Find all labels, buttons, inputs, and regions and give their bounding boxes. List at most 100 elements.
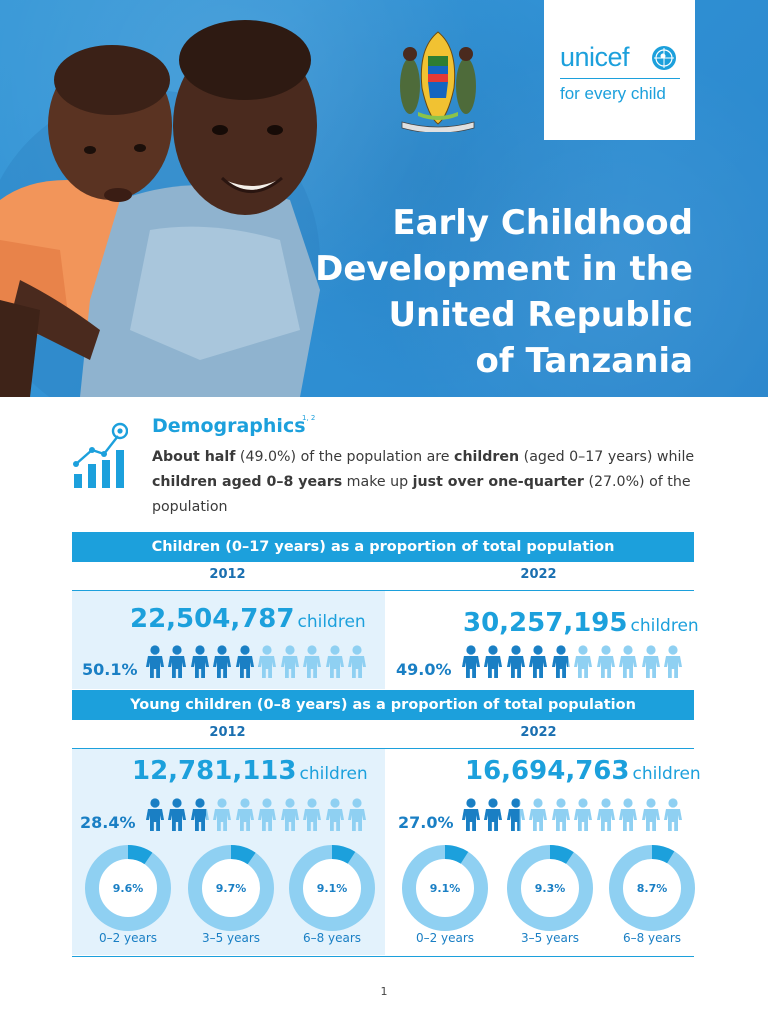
children-photo [0, 20, 320, 397]
child-figure [664, 645, 682, 678]
count-unit: children [297, 612, 366, 632]
child-figure [168, 798, 186, 831]
people-figures-2022 [462, 645, 682, 678]
donut-value: 9.3% [535, 882, 566, 895]
count-value: 16,694,763 [465, 756, 630, 786]
summary-bold: just over one-quarter [412, 474, 584, 490]
bottom-divider [72, 956, 694, 957]
donut-label: 3–5 years [201, 931, 261, 945]
divider [72, 590, 694, 591]
count-unit: children [630, 616, 699, 636]
children-count-2012: 22,504,787 children [130, 604, 366, 634]
child-figure [258, 798, 276, 831]
child-figure [642, 645, 660, 678]
child-figure [552, 798, 570, 831]
donut-segment [444, 845, 469, 864]
child-figure [213, 798, 231, 831]
donut-label: 6–8 years [302, 931, 362, 945]
child-figure [529, 798, 547, 831]
page-number: 1 [380, 985, 388, 998]
child-figure [484, 798, 502, 831]
child-figure [642, 798, 660, 831]
child-figure [191, 798, 209, 831]
child-figure [507, 645, 525, 678]
count-value: 30,257,195 [463, 608, 628, 638]
child-figure [236, 798, 254, 831]
page-title: Early Childhood Development in the Unite… [273, 200, 693, 384]
demographics-summary: About half (49.0%) of the population are… [152, 445, 712, 520]
child-figure [303, 798, 321, 831]
people-figures-2012 [146, 798, 366, 831]
percent-2012: 28.4% [80, 813, 136, 832]
demographics-heading: Demographics [152, 415, 306, 437]
child-figure [507, 798, 525, 831]
donut-segment [127, 845, 153, 865]
donut-segment [331, 845, 356, 864]
donut-segment [230, 845, 256, 865]
donut-chart-3-5-years-2022: 9.3% [507, 845, 593, 931]
child-figure [552, 645, 570, 678]
year-label: 2012 [209, 725, 246, 740]
divider [72, 748, 694, 749]
child-figure [326, 798, 344, 831]
donut-label: 0–2 years [98, 931, 158, 945]
summary-text: (27.0%) of the population [152, 474, 691, 515]
child-figure [146, 645, 164, 678]
donut-chart-3-5-years-2012: 9.7% [188, 845, 274, 931]
donut-value: 9.1% [317, 882, 348, 895]
unicef-globe-icon [652, 46, 676, 70]
child-figure [529, 645, 547, 678]
summary-text: make up [342, 474, 413, 490]
tanzania-coat-of-arms [400, 31, 476, 132]
children-count-2022: 30,257,195 children [463, 608, 699, 638]
growth-chart-icon [73, 422, 128, 488]
child-figure [462, 798, 480, 831]
child-figure [258, 645, 276, 678]
donut-value: 9.7% [216, 882, 247, 895]
year-label: 2012 [209, 567, 246, 582]
donut-value: 9.1% [430, 882, 461, 895]
percent-2022: 27.0% [398, 813, 454, 832]
logo-divider [560, 78, 680, 79]
child-figure [236, 645, 254, 678]
summary-bold: About half [152, 449, 236, 465]
child-figure [146, 798, 164, 831]
donut-label: 6–8 years [622, 931, 682, 945]
child-figure [281, 645, 299, 678]
child-figure [574, 645, 592, 678]
child-figure [191, 645, 209, 678]
child-figure [462, 645, 480, 678]
child-figure [597, 798, 615, 831]
unicef-wordmark: unicef [560, 42, 630, 72]
donut-label: 3–5 years [520, 931, 580, 945]
summary-bold: children [454, 449, 520, 465]
title-line: of Tanzania [475, 341, 693, 381]
unicef-tagline: for every child [560, 84, 666, 103]
count-unit: children [299, 764, 368, 784]
people-figures-2012 [146, 645, 366, 678]
donut-chart-0-2-years-2022: 9.1% [402, 845, 488, 931]
young-children-count-2022: 16,694,763 children [465, 756, 701, 786]
child-figure [574, 798, 592, 831]
child-figure [619, 645, 637, 678]
child-figure [348, 798, 366, 831]
child-figure [213, 645, 231, 678]
percent-2022: 49.0% [396, 660, 452, 679]
summary-text: (aged 0–17 years) while [519, 449, 695, 465]
section-young-children-header: Young children (0–8 years) as a proporti… [72, 690, 694, 720]
child-figure [303, 645, 321, 678]
year-label: 2022 [520, 725, 557, 740]
title-line: Early Childhood [392, 203, 693, 243]
donut-value: 9.6% [113, 882, 144, 895]
donut-chart-0-2-years-2012: 9.6% [85, 845, 171, 931]
count-value: 12,781,113 [132, 756, 297, 786]
title-line: United Republic [388, 295, 693, 335]
people-figures-2022 [462, 798, 682, 831]
donut-segment [651, 845, 675, 864]
hero-banner: unicef for every child Early Childhood D… [0, 0, 768, 397]
child-figure [619, 798, 637, 831]
child-figure [597, 645, 615, 678]
child-figure [664, 798, 682, 831]
child-figure [326, 645, 344, 678]
section-children-header: Children (0–17 years) as a proportion of… [72, 532, 694, 562]
